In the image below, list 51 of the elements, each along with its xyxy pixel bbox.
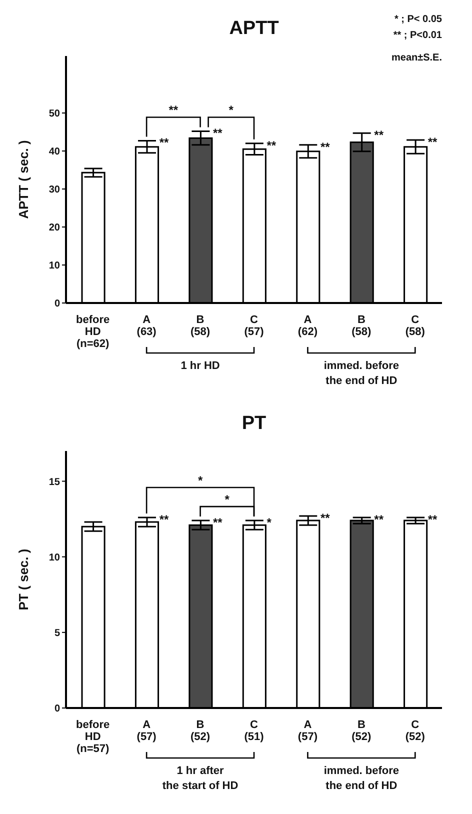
text: 1 hr HD <box>180 360 220 372</box>
y-tick-label: 15 <box>48 476 60 488</box>
y-tick-label: 5 <box>54 628 60 639</box>
text: immed. before the end of HD <box>324 360 400 387</box>
text: immed. before the end of HD <box>324 765 400 792</box>
annotation: ** <box>266 138 276 152</box>
annotation: ** <box>320 511 330 526</box>
annotation: ** <box>374 128 384 142</box>
x-tick-label: C (58) <box>405 314 426 338</box>
x-tick-label: before HD (n=62) <box>76 314 110 350</box>
annotation: * <box>266 516 272 530</box>
annotation: ** <box>428 512 438 527</box>
x-tick-label: A (57) <box>298 719 318 743</box>
y-axis-title: PT ( sec. ) <box>16 548 31 610</box>
y-tick-label: 0 <box>54 298 60 310</box>
chart-title: APTT <box>229 18 280 39</box>
annotation: ** <box>159 136 169 150</box>
annotation: * <box>198 474 203 488</box>
chart-title: PT <box>242 413 267 434</box>
x-tick-label: A (62) <box>298 314 318 338</box>
annotation: ** <box>320 140 330 154</box>
x-tick-label: B (58) <box>352 314 372 338</box>
y-tick-label: 50 <box>48 108 60 120</box>
annotation: ** <box>213 126 223 140</box>
annotation: ** <box>168 103 178 118</box>
y-tick-label: 30 <box>48 184 60 196</box>
y-tick-label: 10 <box>48 260 60 272</box>
annotation: * <box>228 103 234 118</box>
x-tick-label: A (57) <box>136 719 157 743</box>
annotation: * <box>224 492 230 507</box>
text: 1 hr after the start of HD <box>162 765 238 792</box>
x-tick-label: C (52) <box>405 719 426 743</box>
text: ** ; P<0.01 <box>393 30 442 41</box>
annotation: ** <box>159 512 169 527</box>
annotation: ** <box>374 512 384 527</box>
x-tick-label: C (57) <box>244 314 264 338</box>
y-tick-label: 0 <box>54 704 60 715</box>
y-tick-label: 40 <box>48 146 60 158</box>
annotation: ** <box>428 134 438 149</box>
annotation: mean±S.E. <box>391 52 442 64</box>
annotation: ** <box>213 516 223 530</box>
y-tick-label: 10 <box>48 552 60 564</box>
y-axis-title: APTT ( sec. ) <box>16 140 31 219</box>
text: * ; P< 0.05 <box>394 14 442 25</box>
x-tick-label: B (52) <box>352 719 372 743</box>
x-tick-label: before HD (n=57) <box>76 719 110 755</box>
x-tick-label: B (58) <box>190 314 210 338</box>
y-tick-label: 20 <box>48 222 60 234</box>
x-tick-label: C (51) <box>244 719 264 743</box>
x-tick-label: B (52) <box>190 719 210 743</box>
x-tick-label: A (63) <box>136 314 157 338</box>
